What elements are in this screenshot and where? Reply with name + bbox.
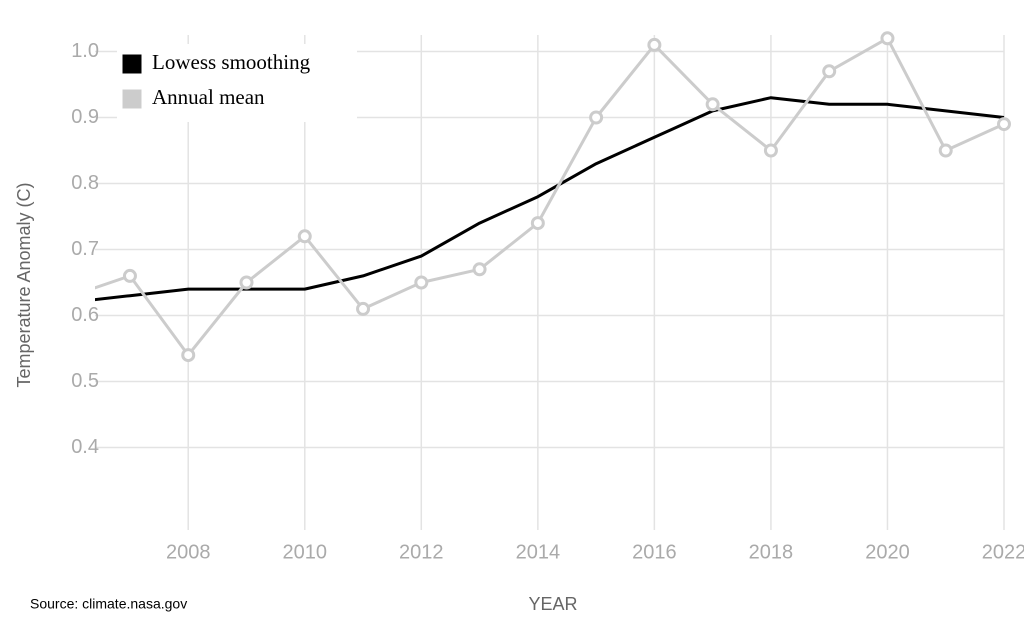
legend-label: Lowess smoothing (152, 50, 311, 74)
legend-swatch (121, 88, 143, 110)
x-tick-label: 2016 (632, 541, 677, 563)
x-tick-label: 2020 (865, 541, 910, 563)
data-point (356, 301, 371, 316)
x-tick-label: 2014 (516, 541, 561, 563)
y-tick-label: 0.9 (71, 106, 99, 128)
data-point (297, 229, 312, 244)
data-point (66, 290, 77, 301)
y-axis-label: Temperature Anomaly (C) (14, 182, 34, 387)
data-point (122, 268, 137, 283)
y-tick-label: 0.4 (71, 436, 99, 458)
legend-box (117, 44, 357, 122)
y-tick-label: 0.8 (71, 172, 99, 194)
legend-label: Annual mean (152, 85, 265, 109)
y-tick-label: 1.0 (71, 40, 99, 62)
data-point (997, 117, 1011, 132)
x-tick-label: 2012 (399, 541, 444, 563)
x-axis-label: YEAR (528, 594, 577, 614)
legend: Lowess smoothing Annual mean (117, 44, 357, 122)
source-note: Source: climate.nasa.gov (30, 596, 187, 612)
plot-area (66, 31, 1011, 363)
data-point (589, 110, 604, 125)
data-point (705, 97, 720, 112)
legend-swatch (121, 53, 143, 75)
data-point (647, 37, 662, 52)
data-point (822, 64, 837, 79)
data-point (181, 348, 196, 363)
y-tick-label: 0.6 (71, 304, 99, 326)
data-point (239, 275, 254, 290)
x-tick-label: 2010 (283, 541, 328, 563)
y-tick-label: 0.5 (71, 370, 99, 392)
ticks: 0.4 0.5 0.6 0.7 0.8 0.9 1.0 2008 2010 2012 2014 201… (71, 40, 1024, 564)
data-point (414, 275, 429, 290)
series-line (95, 96, 1005, 302)
x-tick-label: 2018 (749, 541, 794, 563)
x-tick-label: 2022 (982, 541, 1024, 563)
data-point (472, 262, 487, 277)
data-point (938, 143, 953, 158)
data-point (763, 143, 778, 158)
data-point (880, 31, 895, 46)
data-point (530, 216, 545, 231)
x-tick-label: 2008 (166, 541, 211, 563)
y-tick-label: 0.7 (71, 238, 99, 260)
